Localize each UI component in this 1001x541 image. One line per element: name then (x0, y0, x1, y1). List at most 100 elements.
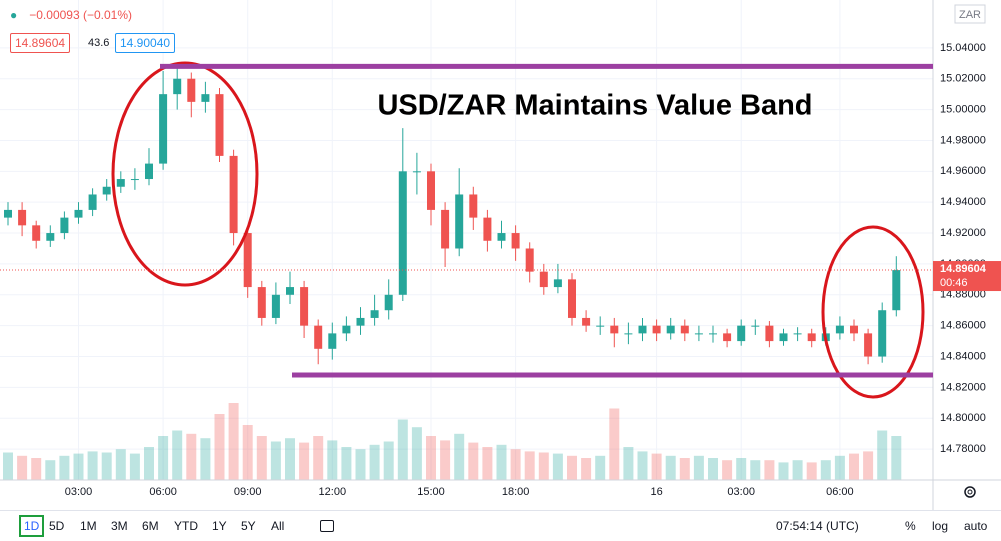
candle-body (497, 233, 506, 241)
background (0, 0, 1001, 510)
y-tick-label: 15.04000 (940, 42, 986, 54)
y-tick-label: 14.92000 (940, 227, 986, 239)
candle-body (384, 294, 393, 311)
range-button[interactable]: 3M (111, 519, 128, 533)
chart-title: USD/ZAR Maintains Value Band (377, 90, 812, 122)
volume-bar (722, 460, 733, 480)
volume-bar (87, 451, 98, 480)
candle-body (793, 333, 802, 335)
bid-box[interactable]: 14.89604 (10, 33, 71, 53)
y-tick-label: 14.98000 (940, 134, 986, 146)
y-tick-label: 14.88000 (940, 289, 986, 301)
range-button[interactable]: 1D (19, 515, 45, 537)
range-button[interactable]: 5Y (241, 519, 256, 533)
x-tick-label: 06:00 (149, 486, 177, 498)
candle-body (328, 333, 337, 349)
candle-body (539, 271, 548, 288)
volume-bar (863, 451, 874, 480)
y-tick-label: 14.82000 (940, 381, 986, 393)
highlight-ellipse (821, 225, 925, 399)
candle-body (215, 94, 224, 156)
volume-bar (468, 442, 479, 480)
volume-bar (665, 455, 676, 480)
candle-body (4, 209, 12, 218)
volume-bar (679, 458, 690, 480)
grid (0, 0, 933, 480)
candle-body (257, 287, 266, 318)
volume-bar (242, 425, 253, 480)
candle-body (271, 294, 280, 318)
volume-bar (158, 436, 169, 480)
candle-body (130, 179, 139, 181)
candle-body (102, 186, 111, 195)
volume-bar (764, 460, 775, 480)
candle-body (32, 225, 41, 241)
volume-bar (299, 442, 310, 480)
x-tick-label: 18:00 (502, 486, 530, 498)
candle-body (850, 325, 858, 334)
x-tick-label: 15:00 (417, 486, 445, 498)
axis-option[interactable]: % (905, 519, 916, 533)
volume-bar (567, 455, 577, 480)
candle-body (511, 233, 520, 249)
candle-body (356, 317, 365, 326)
candle-body (441, 209, 450, 249)
x-tick-label: 06:00 (826, 486, 854, 498)
volume-bar (313, 436, 324, 480)
y-tick-label: 14.80000 (940, 412, 986, 424)
candle-body (370, 310, 379, 318)
toolbar: 1D 5D 1M 3M 6M YTD 1Y 5Y All 07:54:14 (UTC)% log au… (0, 510, 1001, 541)
candle-body (300, 287, 309, 326)
candle-body (525, 248, 534, 272)
range-button[interactable]: 5D (49, 519, 65, 533)
chart-type-icon: 07:54:14 (UTC) (776, 519, 859, 533)
candle-body (18, 209, 27, 226)
candle-body (624, 333, 633, 335)
x-tick-label: 12:00 (319, 486, 347, 498)
candle-body (610, 325, 619, 334)
candle-body (807, 333, 816, 342)
volume-bar (101, 452, 112, 480)
candle-body (412, 171, 421, 173)
axis-option[interactable]: auto (964, 519, 988, 533)
candle-body (145, 163, 153, 180)
volume-bar (17, 455, 28, 480)
volume-bar (200, 438, 211, 480)
volume-bar (750, 460, 761, 480)
volume-bar (595, 455, 606, 480)
candle-body (666, 325, 675, 334)
volume-bar (369, 444, 380, 480)
candle-body (159, 94, 168, 164)
ask-box[interactable]: 14.90040 (115, 33, 176, 53)
candle-body (864, 333, 873, 357)
volume-bar (129, 453, 140, 480)
toolbar-icon[interactable] (320, 520, 334, 532)
volume-bar (285, 438, 295, 480)
volume-bar (849, 453, 859, 480)
range-button[interactable]: 1M (80, 519, 97, 533)
candle-body (187, 78, 196, 102)
settings-icon[interactable] (964, 486, 976, 498)
range-button[interactable]: YTD (174, 519, 198, 533)
volume-bar (778, 462, 789, 480)
range-button[interactable]: 1Y (212, 519, 227, 533)
y-tick-label: 15.02000 (940, 73, 986, 85)
volume-bar (736, 458, 747, 480)
y-tick-label: 14.78000 (940, 443, 986, 455)
range-button[interactable]: 6M (142, 519, 159, 533)
currency-box (954, 4, 986, 24)
candle-body (469, 194, 478, 218)
countdown-label: 00:46 (940, 277, 968, 289)
candle-body (286, 287, 294, 295)
volume-bar (214, 414, 225, 480)
range-button[interactable]: All (271, 519, 285, 533)
volume-bar (496, 444, 507, 480)
y-tick-label: 15.00000 (940, 103, 986, 115)
y-tick-label: 14.96000 (940, 165, 986, 177)
candle-body (709, 333, 717, 335)
axis-option[interactable]: log (932, 519, 949, 533)
volume-bar (609, 408, 620, 480)
candle-body (229, 155, 238, 234)
candle-body (243, 233, 252, 288)
